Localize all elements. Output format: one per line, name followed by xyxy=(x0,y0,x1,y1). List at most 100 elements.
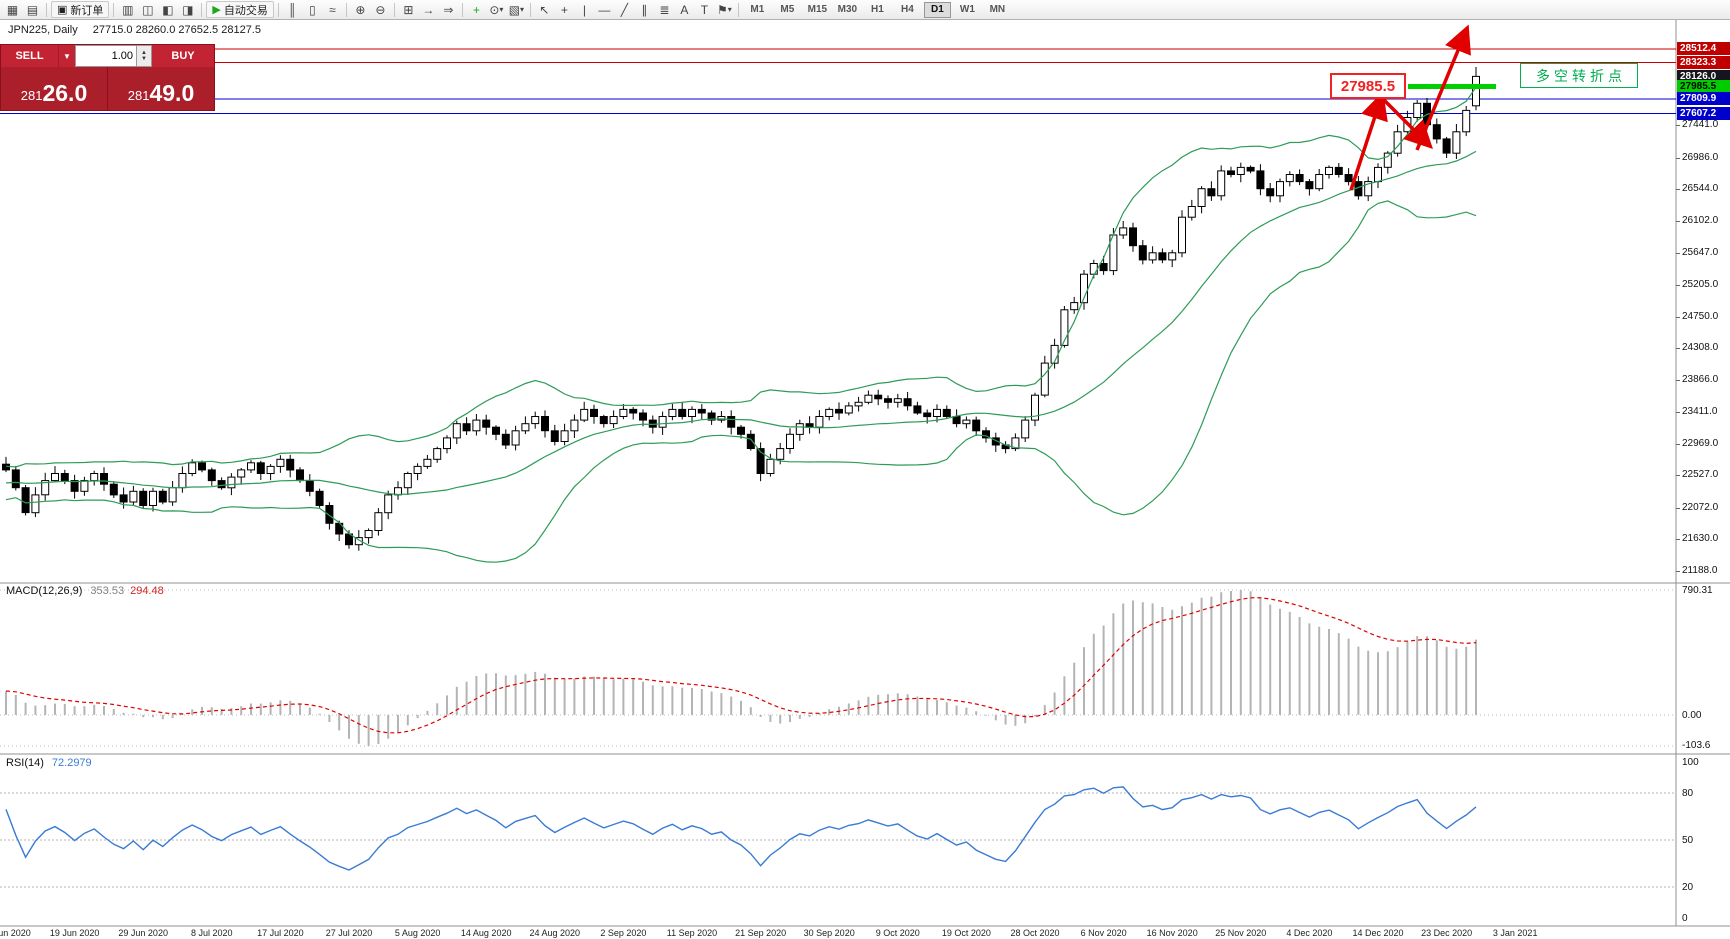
timeframe-m1-button[interactable]: M1 xyxy=(750,4,765,15)
date-axis-label[interactable]: 4 Dec 2020 xyxy=(1286,928,1333,938)
new-order-icon: ▣ xyxy=(57,4,68,16)
fibonacci-icon[interactable]: ≣ xyxy=(655,1,674,18)
zoom-out-icon[interactable]: ⊖ xyxy=(371,1,390,18)
timeframe-m15-button[interactable]: M15 xyxy=(807,4,828,15)
cursor-icon[interactable]: ↖ xyxy=(535,1,554,18)
price-scale-label: 25205.0 xyxy=(1682,278,1719,290)
navigator-icon[interactable]: ◧ xyxy=(158,1,177,18)
trend-arrow-object[interactable] xyxy=(1349,91,1388,191)
date-axis-label[interactable]: 16 Nov 2020 xyxy=(1146,928,1198,938)
price-scale-label: 26986.0 xyxy=(1682,151,1719,163)
new-order-button[interactable]: ▣ 新订单 xyxy=(51,1,110,18)
chart-title: JPN225, Daily 27715.0 28260.0 27652.5 28… xyxy=(8,24,261,36)
macd-scale-label: 790.31 xyxy=(1682,585,1713,596)
macd-signal-line xyxy=(5,597,1477,734)
rsi-scale-label: 50 xyxy=(1682,835,1694,846)
chart-shift-icon[interactable]: ⇒ xyxy=(439,1,458,18)
volume-input[interactable] xyxy=(75,45,137,67)
sell-button[interactable]: SELL xyxy=(1,45,58,67)
crosshair-icon[interactable]: + xyxy=(555,1,574,18)
date-axis-label[interactable]: 2 Sep 2020 xyxy=(600,928,647,938)
price-scale-label: 22072.0 xyxy=(1682,501,1719,513)
candles-layer[interactable] xyxy=(2,67,1480,551)
date-axis-label[interactable]: 30 Sep 2020 xyxy=(803,928,855,938)
market-watch-icon[interactable]: ▥ xyxy=(118,1,137,18)
turning-point-annotation[interactable]: 多空转折点 xyxy=(1520,63,1638,88)
periods-icon[interactable]: ⊙ ▾ xyxy=(487,1,506,18)
date-axis-label[interactable]: 27 Jul 2020 xyxy=(325,928,373,938)
buy-price-button[interactable]: 281 49.0 xyxy=(108,67,214,110)
price-annotation-box[interactable]: 27985.5 xyxy=(1330,73,1406,99)
data-window-icon[interactable]: ◫ xyxy=(138,1,157,18)
date-axis-label[interactable]: 14 Aug 2020 xyxy=(460,928,512,938)
bollinger-upper-band[interactable] xyxy=(5,86,1477,468)
templates-icon[interactable]: ▧ ▾ xyxy=(507,1,526,18)
price-tag: 28126.0 xyxy=(1677,69,1730,83)
date-axis-label[interactable]: 24 Aug 2020 xyxy=(529,928,581,938)
horizontal-line-icon[interactable]: — xyxy=(595,1,614,18)
sell-price-button[interactable]: 281 26.0 xyxy=(1,67,108,110)
arrows-tool-icon[interactable]: ⚑ ▾ xyxy=(715,1,734,18)
candlestick-chart-icon: ▯ xyxy=(309,2,316,17)
date-axis-label[interactable]: 25 Nov 2020 xyxy=(1215,928,1267,938)
channel-icon[interactable]: ∥ xyxy=(635,1,654,18)
date-axis-label[interactable]: 19 Oct 2020 xyxy=(941,928,991,938)
bollinger-lower-band[interactable] xyxy=(5,200,1477,563)
terminal-icon[interactable]: ◨ xyxy=(178,1,197,18)
horizontal-line-icon: — xyxy=(598,2,611,17)
price-scale-tick xyxy=(1676,157,1680,159)
timeframe-mn-button[interactable]: MN xyxy=(989,4,1006,15)
date-axis-label[interactable]: 9 Oct 2020 xyxy=(875,928,920,938)
crosshair-icon: + xyxy=(560,2,568,17)
bollinger-middle-band[interactable] xyxy=(5,150,1477,496)
date-axis-label[interactable]: 29 Jun 2020 xyxy=(118,928,168,938)
indicators-icon: + xyxy=(472,2,480,17)
date-axis-label[interactable]: 28 Oct 2020 xyxy=(1010,928,1060,938)
date-axis-label[interactable]: 21 Sep 2020 xyxy=(735,928,787,938)
bar-chart-icon[interactable]: ║ xyxy=(283,1,302,18)
date-axis-label[interactable]: 17 Jul 2020 xyxy=(257,928,304,938)
vertical-line-icon[interactable]: | xyxy=(575,1,594,18)
indicators-icon[interactable]: + xyxy=(467,1,486,18)
date-axis-label[interactable]: 23 Dec 2020 xyxy=(1421,928,1473,938)
text-icon[interactable]: A xyxy=(675,1,694,18)
date-axis-label[interactable]: 19 Jun 2020 xyxy=(49,928,100,938)
trendline-icon[interactable]: ╱ xyxy=(615,1,634,18)
price-scale-label: 22527.0 xyxy=(1682,469,1719,481)
new-chart-icon[interactable]: ▦ xyxy=(3,1,22,18)
date-axis-label[interactable]: 11 Sep 2020 xyxy=(666,928,718,938)
timeframe-h4-button[interactable]: H4 xyxy=(900,4,914,15)
tile-windows-icon[interactable]: ⊞ xyxy=(399,1,418,18)
timeframe-m30-button[interactable]: M30 xyxy=(837,4,858,15)
timeframe-w1-button[interactable]: W1 xyxy=(959,4,975,15)
price-scale-tick xyxy=(1676,125,1680,127)
date-axis-label[interactable]: 3 Jan 2021 xyxy=(1492,928,1538,938)
zoom-in-icon[interactable]: ⊕ xyxy=(351,1,370,18)
chart-profiles-icon[interactable]: ▤ xyxy=(23,1,42,18)
autotrading-button[interactable]: ▶ 自动交易 xyxy=(206,1,274,18)
price-scale-label: 26544.0 xyxy=(1682,183,1719,195)
timeframe-m5-button[interactable]: M5 xyxy=(780,4,795,15)
timeframe-d1-button[interactable]: D1 xyxy=(923,1,951,18)
date-axis-label[interactable]: 5 Aug 2020 xyxy=(394,928,441,938)
text-label-icon[interactable]: T xyxy=(695,1,714,18)
buy-button[interactable]: BUY xyxy=(152,45,214,67)
text-label-icon: T xyxy=(700,2,709,17)
timeframe-h1-button[interactable]: H1 xyxy=(870,4,884,15)
volume-stepper[interactable]: ▲ ▼ xyxy=(137,45,152,67)
price-scale-tick xyxy=(1676,539,1680,540)
market-watch-icon: ▥ xyxy=(122,2,134,17)
macd-scale-label: 0.00 xyxy=(1682,709,1702,721)
volume-dropdown[interactable]: ▼ xyxy=(58,45,75,67)
date-axis-label[interactable]: 10 Jun 2020 xyxy=(0,928,31,938)
templates-icon: ▧ xyxy=(508,2,521,17)
price-scale-label: 25647.0 xyxy=(1682,247,1719,258)
date-axis-label[interactable]: 8 Jul 2020 xyxy=(191,928,233,938)
trend-arrow-object[interactable] xyxy=(1415,24,1471,151)
date-axis-label[interactable]: 6 Nov 2020 xyxy=(1080,928,1127,938)
candlestick-chart-icon[interactable]: ▯ xyxy=(303,1,322,18)
date-axis-label[interactable]: 14 Dec 2020 xyxy=(1352,928,1404,938)
line-chart-icon[interactable]: ≈ xyxy=(323,1,342,18)
auto-scroll-icon[interactable]: → xyxy=(419,1,438,18)
